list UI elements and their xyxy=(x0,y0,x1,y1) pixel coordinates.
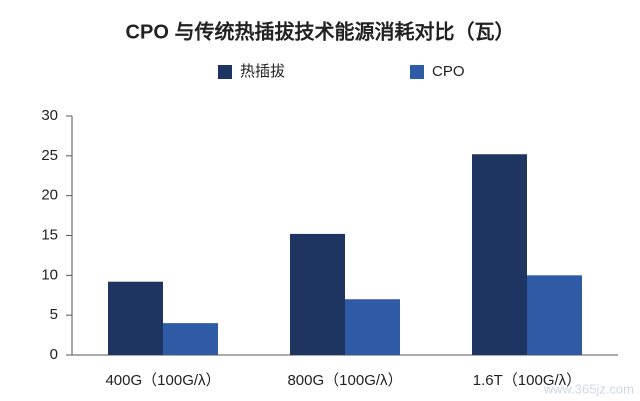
y-tick-label: 15 xyxy=(41,226,58,243)
bar xyxy=(290,233,345,355)
y-tick-label: 20 xyxy=(41,187,58,204)
y-tick-label: 0 xyxy=(50,346,58,363)
legend-label: CPO xyxy=(432,63,465,80)
bar xyxy=(163,323,218,355)
legend-swatch xyxy=(410,65,424,79)
x-tick-label: 800G（100G/λ） xyxy=(287,372,402,389)
bar xyxy=(472,154,527,355)
legend-swatch xyxy=(218,65,232,79)
bar xyxy=(108,281,163,355)
chart-title: CPO 与传统热插拔技术能源消耗对比（瓦） xyxy=(126,19,515,43)
y-tick-label: 30 xyxy=(41,107,58,124)
legend-label: 热插拔 xyxy=(240,63,285,80)
bar xyxy=(345,299,400,355)
bar xyxy=(527,275,582,355)
y-tick-label: 10 xyxy=(41,266,58,283)
watermark: www.365jz.com xyxy=(543,381,634,396)
x-tick-label: 400G（100G/λ） xyxy=(105,372,220,389)
y-tick-label: 5 xyxy=(50,306,58,323)
y-tick-label: 25 xyxy=(41,147,58,164)
x-tick-label: 1.6T（100G/λ） xyxy=(473,372,581,389)
